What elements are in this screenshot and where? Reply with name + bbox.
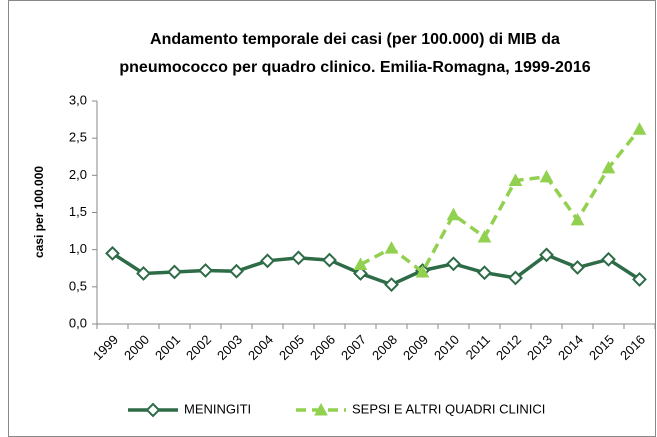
x-tick-label: 2005 [276,332,307,363]
marker [353,266,368,281]
marker [570,260,585,275]
marker [145,402,161,418]
x-tick-label: 2011 [463,332,493,362]
y-tick-label: 1,5 [69,204,87,219]
marker [167,264,182,280]
x-tick-label: 2003 [214,332,245,363]
y-tick-label: 0,5 [69,278,87,293]
x-tick-label: 2013 [524,332,555,363]
marker [632,122,647,135]
marker [446,207,461,221]
marker [477,265,492,281]
x-tick-label: 2010 [431,332,462,363]
marker [136,266,151,281]
marker [508,270,523,286]
marker [601,251,616,267]
marker [229,263,244,279]
x-tick-label: 2016 [617,332,648,363]
y-tick-label: 0,0 [69,315,87,330]
chart-title: pneumococco per quadro clinico. Emilia-R… [119,59,590,76]
x-tick-label: 2002 [183,332,214,363]
x-tick-label: 2015 [586,332,617,363]
chart-title: Andamento temporale dei casi (per 100.00… [150,31,560,48]
marker [477,229,492,243]
marker [632,271,647,287]
x-tick-label: 2007 [338,332,369,363]
marker [446,256,461,272]
x-tick-label: 2004 [245,332,276,363]
x-tick-label: 2000 [121,332,152,363]
x-tick-label: 2012 [493,332,524,363]
marker [539,169,554,183]
marker [570,212,585,226]
marker [601,160,616,174]
y-tick-label: 2,5 [69,130,87,145]
x-tick-label: 2006 [307,332,338,363]
y-axis-label: casi per 100.000 [32,166,46,258]
marker [384,241,399,254]
marker [198,263,213,278]
y-tick-label: 2,0 [69,167,87,182]
marker [384,277,399,293]
marker [415,264,430,278]
marker [539,247,554,263]
marker [322,252,337,268]
marker [353,257,368,271]
y-tick-label: 3,0 [69,92,87,107]
x-tick-label: 2009 [400,332,431,363]
series-line [359,128,641,275]
marker [105,245,120,261]
x-tick-label: 2014 [555,332,586,363]
legend-label: MENINGITI [184,401,251,416]
y-tick-label: 1,0 [69,241,87,256]
legend-label: SEPSI E ALTRI QUADRI CLINICI [352,401,545,416]
marker [314,402,328,416]
x-tick-label: 1999 [90,332,121,363]
marker [508,173,523,187]
marker [291,250,306,266]
x-tick-label: 2001 [152,332,183,363]
x-tick-label: 2008 [369,332,400,363]
marker [260,253,275,269]
